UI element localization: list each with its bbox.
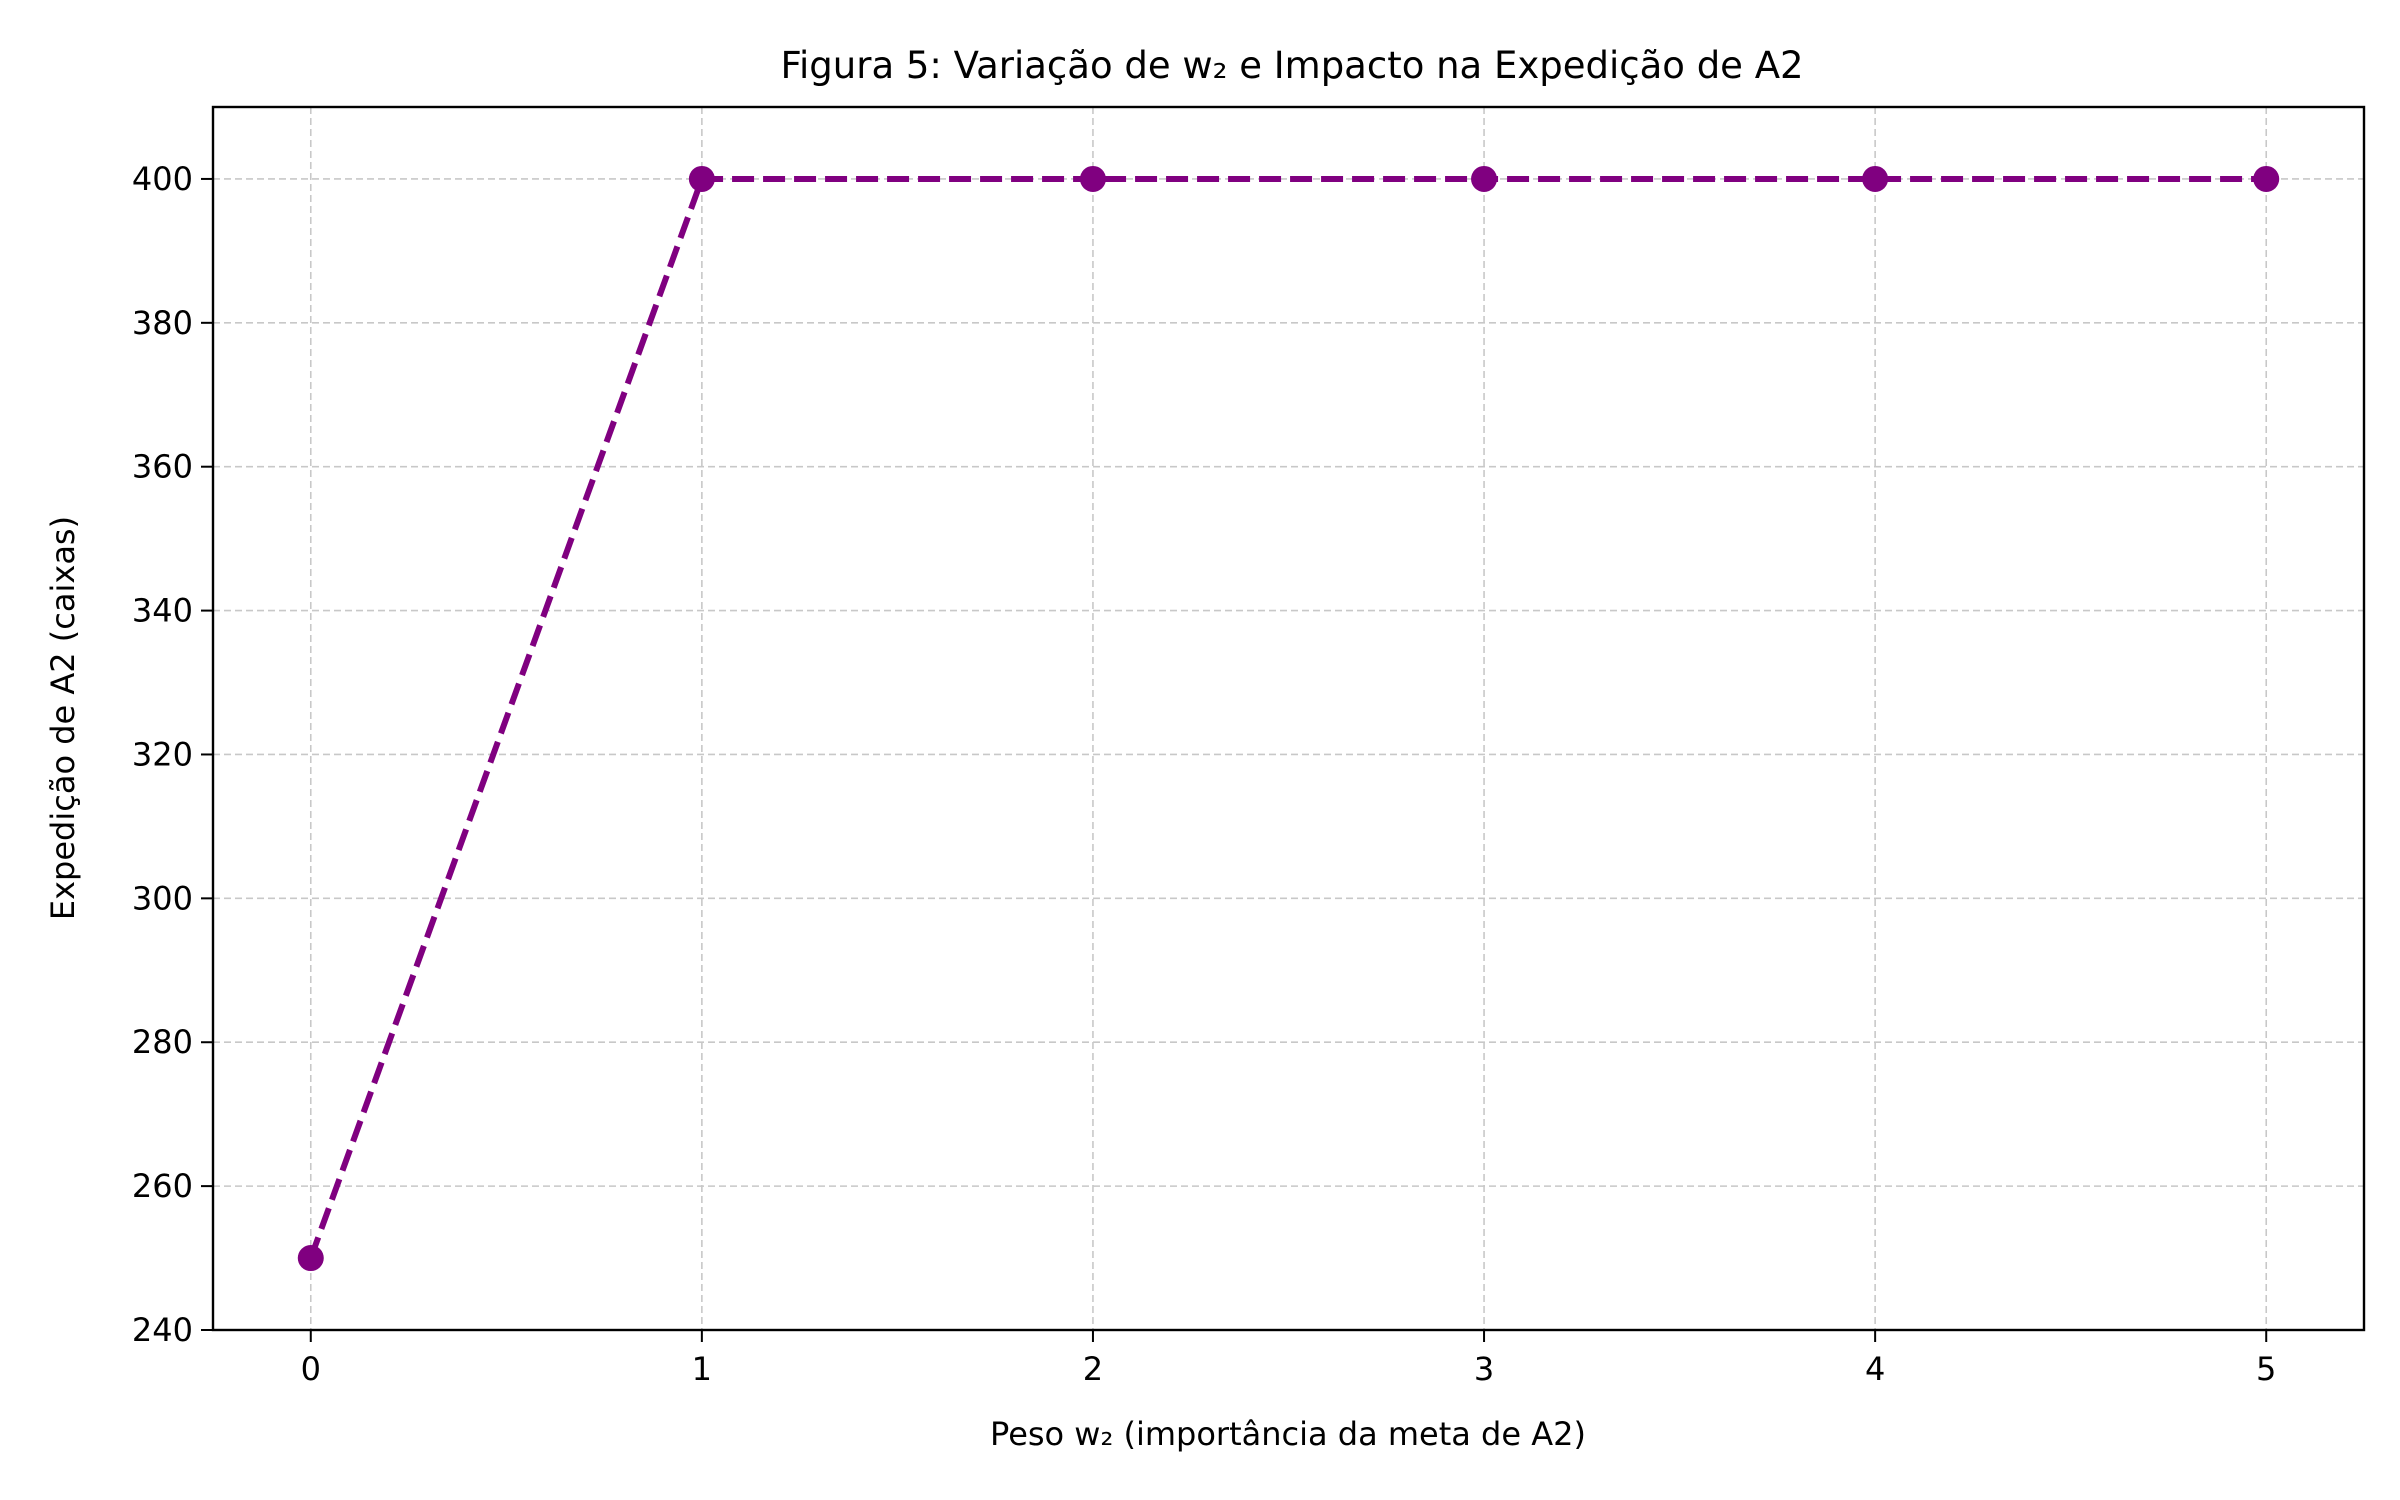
y-tick-label: 360 <box>132 448 193 486</box>
chart-title: Figura 5: Variação de w₂ e Impacto na Ex… <box>780 44 1803 87</box>
y-tick-label: 400 <box>132 160 193 198</box>
y-axis: 240 260 280 300 320 340 360 380 400 <box>132 160 213 1349</box>
y-tick-label: 380 <box>132 304 193 342</box>
data-point <box>297 1245 324 1272</box>
x-tick-label: 3 <box>1474 1350 1494 1388</box>
x-tick-label: 2 <box>1083 1350 1103 1388</box>
data-point <box>688 165 715 192</box>
x-tick-label: 1 <box>692 1350 712 1388</box>
data-point <box>2253 165 2280 192</box>
series-line-layer <box>307 175 2267 1260</box>
data-point <box>1079 165 1106 192</box>
y-tick-label: 240 <box>132 1311 193 1349</box>
y-tick-label: 280 <box>132 1023 193 1061</box>
data-point <box>1862 165 1889 192</box>
x-tick-label: 0 <box>301 1350 321 1388</box>
plot-area-frame <box>211 105 2366 1332</box>
x-axis: 0 1 2 3 4 5 <box>301 1330 2276 1388</box>
y-tick-label: 340 <box>132 592 193 630</box>
series-markers-layer <box>297 165 2280 1272</box>
x-axis-label: Peso w₂ (importância da meta de A2) <box>990 1415 1586 1453</box>
series-line <box>307 175 2267 1260</box>
y-tick-label: 260 <box>132 1167 193 1205</box>
y-axis-label: Expedição de A2 (caixas) <box>44 516 82 920</box>
data-point <box>1471 165 1498 192</box>
y-tick-label: 300 <box>132 879 193 917</box>
grid-lines <box>213 107 2364 1331</box>
y-tick-label: 320 <box>132 735 193 773</box>
x-tick-label: 5 <box>2256 1350 2276 1388</box>
x-tick-label: 4 <box>1865 1350 1885 1388</box>
